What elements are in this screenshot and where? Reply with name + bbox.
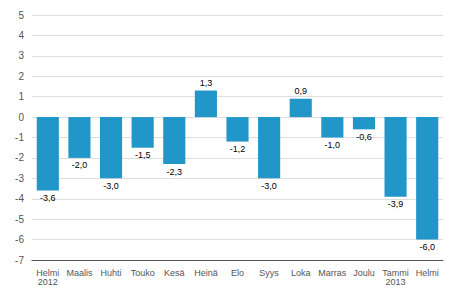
svg-text:-3,0: -3,0 <box>261 181 277 191</box>
svg-text:Heinä: Heinä <box>194 268 218 278</box>
svg-text:Huhti: Huhti <box>101 268 122 278</box>
svg-text:Loka: Loka <box>291 268 311 278</box>
svg-text:-6: -6 <box>15 234 24 245</box>
svg-text:5: 5 <box>18 10 24 21</box>
svg-text:Tammi: Tammi <box>382 267 409 278</box>
svg-text:4: 4 <box>18 30 24 41</box>
svg-text:-4: -4 <box>15 193 24 204</box>
svg-text:1: 1 <box>18 91 24 102</box>
svg-text:Elo: Elo <box>231 268 244 278</box>
svg-text:Touko: Touko <box>131 268 155 278</box>
svg-text:-3,0: -3,0 <box>103 181 119 191</box>
svg-text:-0,6: -0,6 <box>356 132 372 142</box>
svg-text:Marras: Marras <box>318 268 347 278</box>
svg-text:-1,5: -1,5 <box>135 150 151 160</box>
svg-text:Maalis: Maalis <box>66 268 93 278</box>
svg-text:3: 3 <box>18 50 24 61</box>
svg-text:0: 0 <box>18 112 24 123</box>
svg-text:Helmi: Helmi <box>416 268 439 278</box>
svg-text:1,3: 1,3 <box>200 78 213 88</box>
svg-text:-6,0: -6,0 <box>419 242 435 252</box>
svg-text:Syys: Syys <box>259 268 279 278</box>
svg-text:Joulu: Joulu <box>353 268 375 278</box>
svg-text:-3: -3 <box>15 173 24 184</box>
svg-text:2: 2 <box>18 71 24 82</box>
svg-text:-1,2: -1,2 <box>230 144 246 154</box>
svg-text:-3,6: -3,6 <box>40 193 56 203</box>
svg-text:Helmi: Helmi <box>36 267 60 278</box>
svg-text:0,9: 0,9 <box>294 86 307 96</box>
svg-text:-2,3: -2,3 <box>167 167 183 177</box>
svg-text:-7: -7 <box>15 255 24 266</box>
svg-text:-1: -1 <box>15 132 24 143</box>
svg-text:-3,9: -3,9 <box>388 199 404 209</box>
svg-text:-2: -2 <box>15 152 24 163</box>
svg-text:2012: 2012 <box>38 277 58 287</box>
svg-text:-1,0: -1,0 <box>325 140 341 150</box>
svg-text:-5: -5 <box>15 214 24 225</box>
svg-text:2013: 2013 <box>386 277 406 287</box>
svg-text:-2,0: -2,0 <box>72 160 88 170</box>
svg-text:Kesä: Kesä <box>164 268 185 278</box>
